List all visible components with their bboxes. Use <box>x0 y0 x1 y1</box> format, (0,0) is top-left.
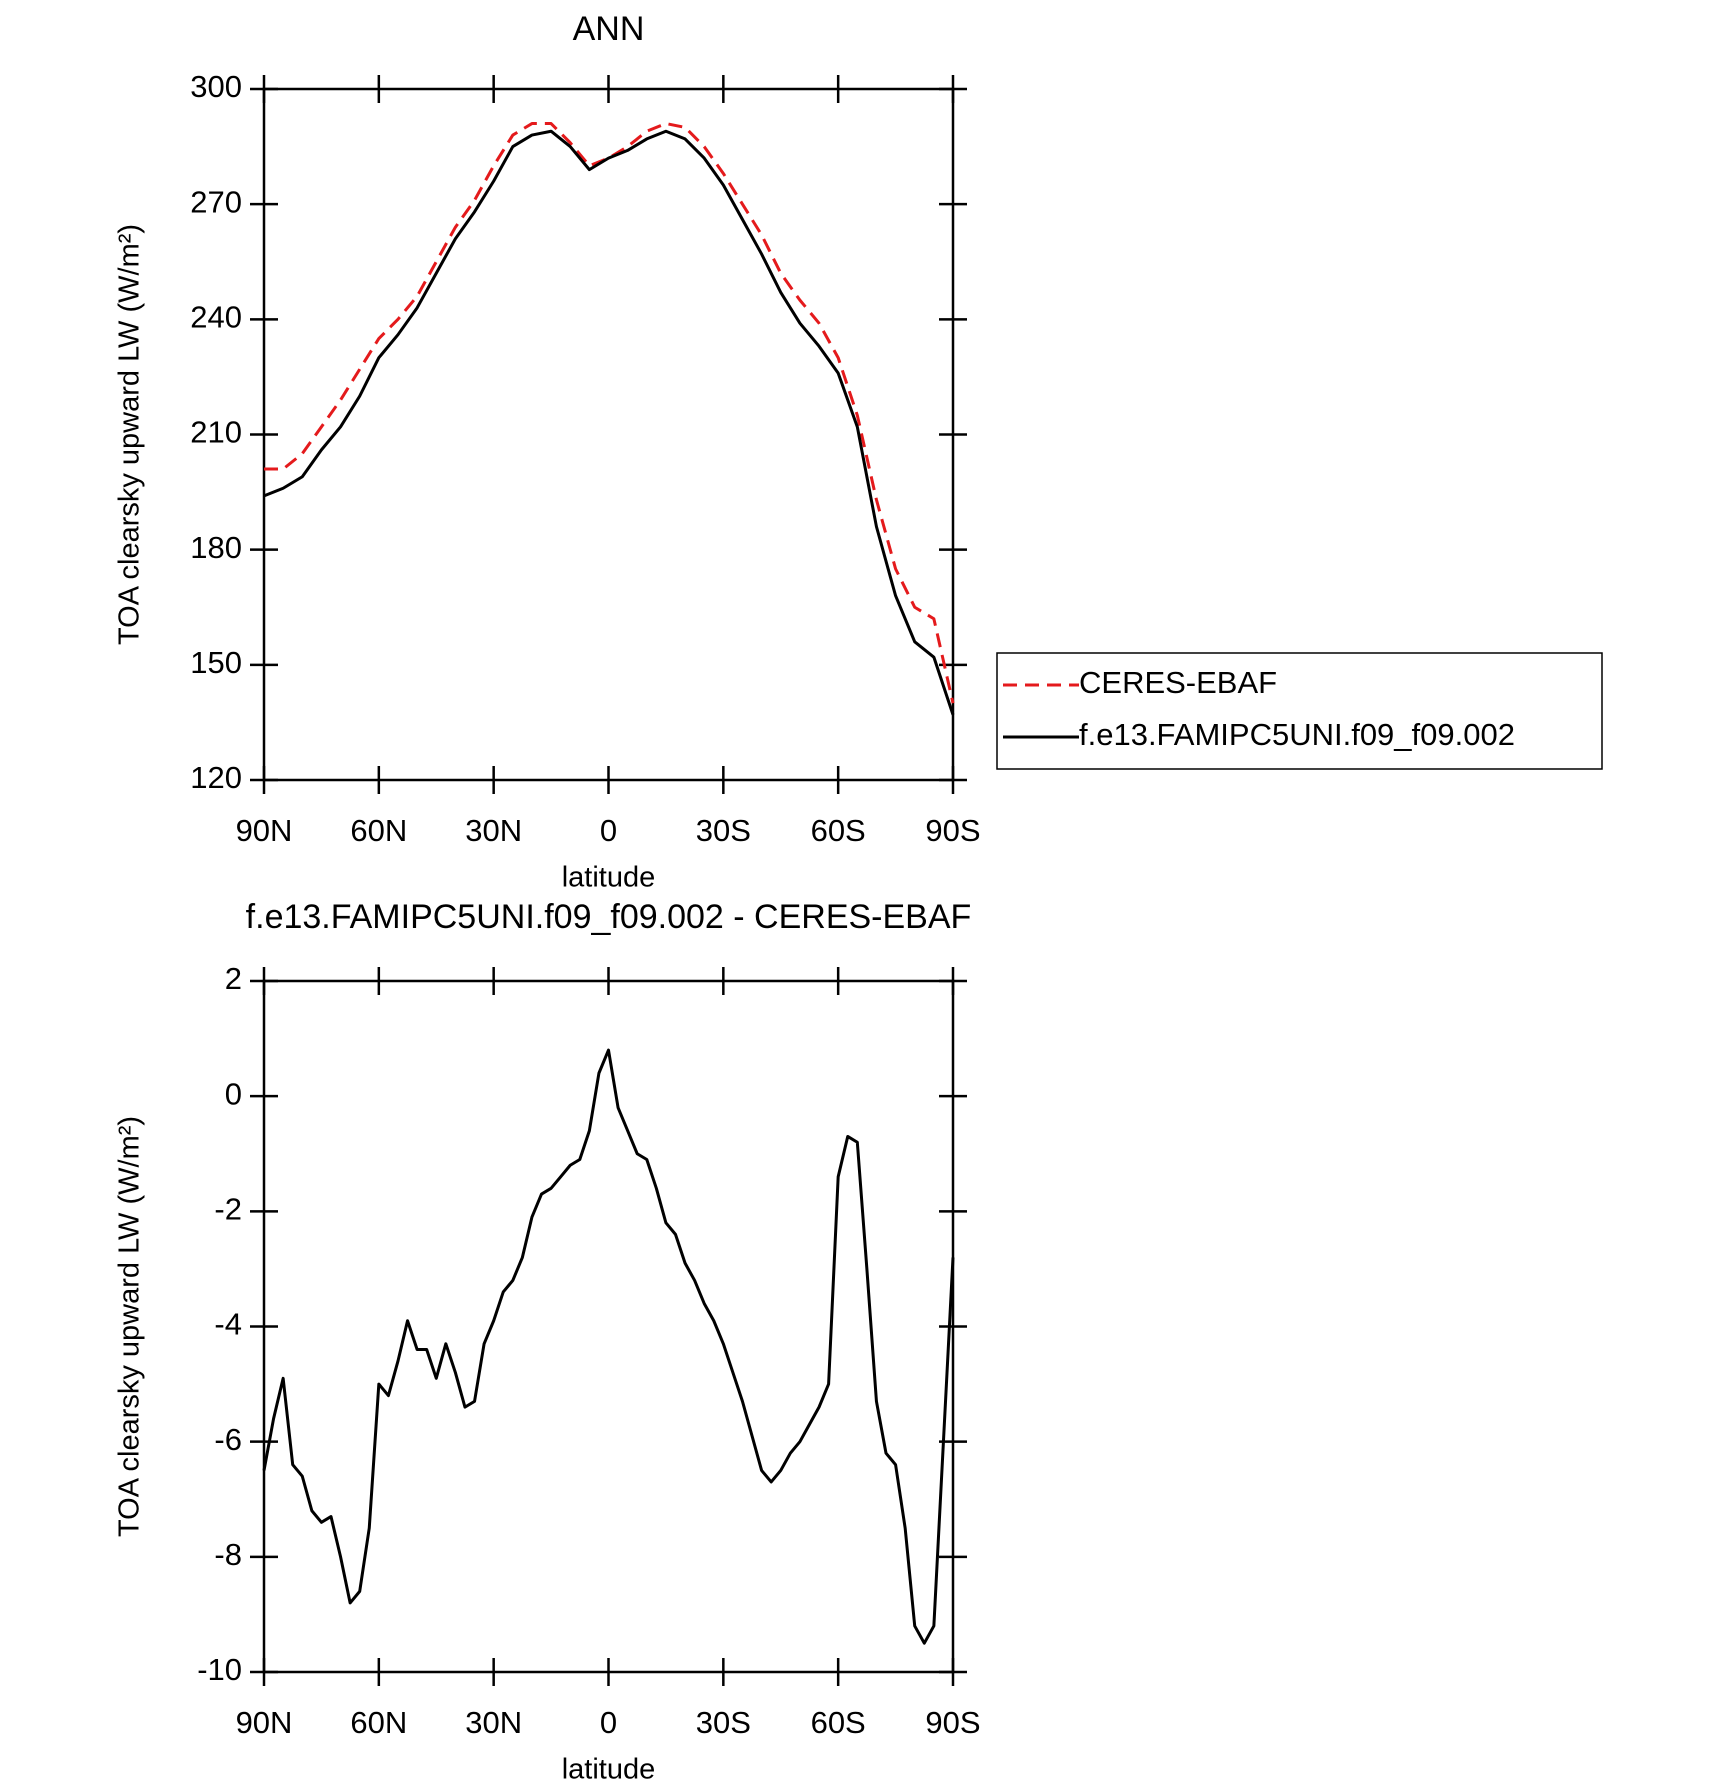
chart-title: f.e13.FAMIPC5UNI.f09_f09.002 - CERES-EBA… <box>246 898 972 936</box>
chart-title: ANN <box>573 10 645 48</box>
data-line <box>263 129 955 716</box>
data-line <box>262 1048 955 1645</box>
x-tick-label: 90N <box>236 813 293 848</box>
x-tick-label: 60N <box>350 1705 407 1740</box>
x-tick-label: 30N <box>465 1705 522 1740</box>
plot-frame <box>262 87 955 782</box>
plot-frame <box>262 979 955 1674</box>
y-tick-label: 0 <box>225 1076 242 1111</box>
x-axis-label: latitude <box>562 1754 656 1786</box>
x-tick-label: 60N <box>350 813 407 848</box>
y-tick-label: 210 <box>190 415 242 450</box>
legend-label: f.e13.FAMIPC5UNI.f09_f09.002 <box>1079 717 1515 752</box>
y-tick-label: 180 <box>190 530 242 565</box>
x-tick-label: 30N <box>465 813 522 848</box>
legend-label: CERES-EBAF <box>1079 665 1277 700</box>
y-axis-label: TOA clearsky upward LW (W/m²) <box>114 224 146 645</box>
y-tick-label: 120 <box>190 760 242 795</box>
y-tick-label: 270 <box>190 184 242 219</box>
y-tick-label: -2 <box>214 1192 242 1227</box>
y-tick-label: 300 <box>190 69 242 104</box>
x-axis-label: latitude <box>562 862 656 894</box>
legend-box <box>996 652 1603 770</box>
x-tick-label: 60S <box>811 1705 866 1740</box>
x-tick-label: 90S <box>925 1705 980 1740</box>
x-tick-label: 30S <box>696 1705 751 1740</box>
y-tick-label: -10 <box>197 1652 242 1687</box>
x-tick-label: 0 <box>600 813 617 848</box>
x-tick-label: 0 <box>600 1705 617 1740</box>
y-tick-label: 240 <box>190 300 242 335</box>
x-tick-label: 90S <box>925 813 980 848</box>
y-tick-label: -6 <box>214 1422 242 1457</box>
y-axis-label: TOA clearsky upward LW (W/m²) <box>114 1116 146 1537</box>
x-tick-label: 30S <box>696 813 751 848</box>
y-tick-label: -4 <box>214 1307 242 1342</box>
y-tick-label: 150 <box>190 645 242 680</box>
y-tick-label: 2 <box>225 961 242 996</box>
y-tick-label: -8 <box>214 1537 242 1572</box>
x-tick-label: 60S <box>811 813 866 848</box>
data-line <box>264 122 955 704</box>
x-tick-label: 90N <box>236 1705 293 1740</box>
